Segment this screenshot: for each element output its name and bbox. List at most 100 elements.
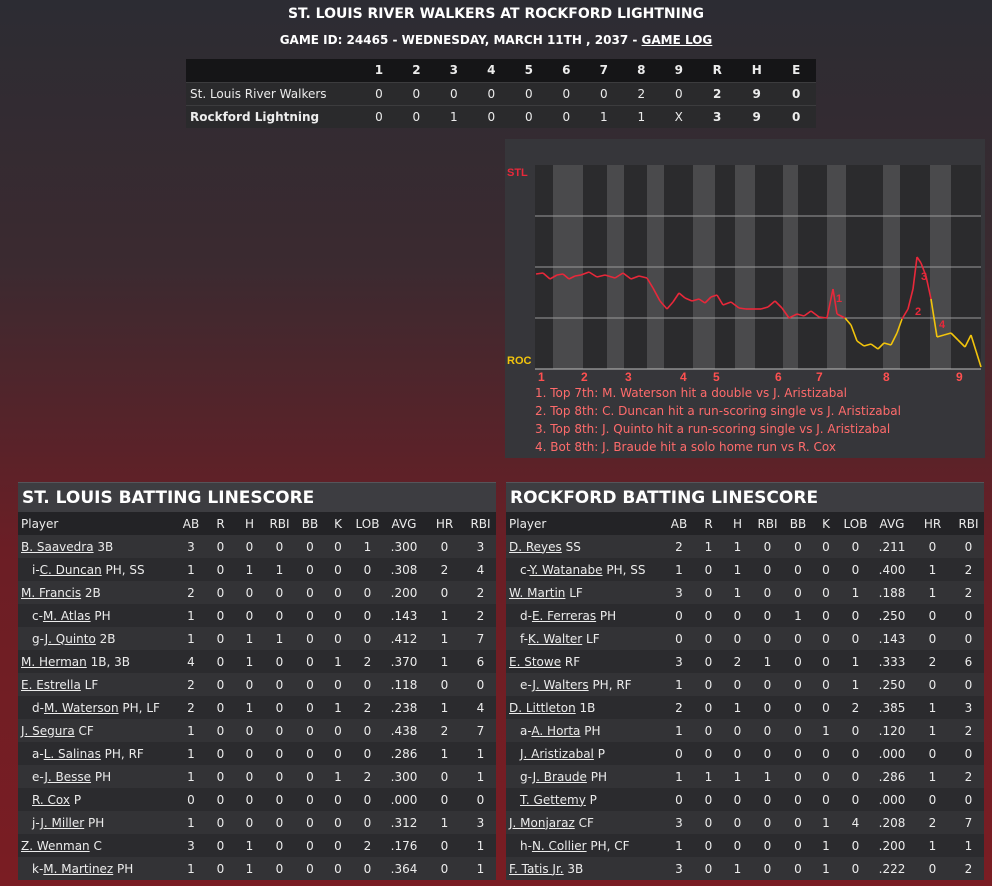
- player-link[interactable]: M. Martinez: [43, 861, 114, 876]
- sub-prefix: g-: [520, 769, 533, 784]
- player-link[interactable]: C. Duncan: [39, 562, 102, 577]
- stat-cell: 1: [912, 696, 953, 719]
- stat-cell: 7: [465, 719, 496, 742]
- stat-cell: 0: [206, 742, 235, 765]
- game-log-link[interactable]: GAME LOG: [641, 33, 713, 47]
- stat-cell: 0: [206, 765, 235, 788]
- player-link[interactable]: L. Salinas: [43, 746, 101, 761]
- player-link[interactable]: Y. Watanabe: [529, 562, 603, 577]
- stat-cell: 2: [424, 558, 465, 581]
- player-link[interactable]: F. Tatis Jr.: [509, 861, 564, 876]
- player-link[interactable]: A. Horta: [531, 723, 581, 738]
- player-cell: k-M. Martinez PH: [18, 857, 176, 880]
- player-link[interactable]: M. Atlas: [42, 608, 91, 623]
- player-link[interactable]: J. Braude: [532, 769, 587, 784]
- player-link[interactable]: D. Littleton: [509, 700, 576, 715]
- stat-cell: 0: [752, 558, 783, 581]
- stat-cell: 3: [465, 811, 496, 834]
- linescore-inning-cell: 0: [487, 109, 496, 124]
- stat-cell: 0: [839, 719, 872, 742]
- linescore-col-header: E: [792, 63, 801, 78]
- linescore-total-cell: 9: [752, 109, 761, 124]
- stat-cell: 0: [694, 857, 723, 880]
- player-link[interactable]: W. Martin: [509, 585, 566, 600]
- batting-row: M. Herman 1B, 3B 4 0 1 0 0 1 2.370 1 6: [18, 650, 496, 673]
- player-link[interactable]: R. Cox: [32, 792, 70, 807]
- stat-cell: 0: [424, 765, 465, 788]
- stat-cell: 1: [723, 535, 752, 558]
- player-link[interactable]: M. Francis: [21, 585, 82, 600]
- player-link[interactable]: D. Reyes: [509, 539, 562, 554]
- batting-row: d-E. Ferreras PH 0 0 0 0 1 0 0.250 0 0: [506, 604, 984, 627]
- stat-cell: 2: [953, 765, 984, 788]
- stat-cell: .412: [384, 627, 424, 650]
- stat-cell: .188: [872, 581, 912, 604]
- stat-cell: 2: [176, 673, 206, 696]
- player-cell: F. Tatis Jr. 3B: [506, 857, 664, 880]
- player-link[interactable]: T. Gettemy: [520, 792, 586, 807]
- player-cell: i-C. Duncan PH, SS: [18, 558, 176, 581]
- player-link[interactable]: E. Estrella: [21, 677, 81, 692]
- win-prob-segment: [730, 301, 740, 309]
- player-link[interactable]: J. Besse: [44, 769, 92, 784]
- stat-cell: 0: [752, 811, 783, 834]
- stat-cell: 0: [752, 857, 783, 880]
- player-position: P: [70, 792, 82, 807]
- player-link[interactable]: J. Quinto: [44, 631, 96, 646]
- player-link[interactable]: E. Ferreras: [531, 608, 597, 623]
- stat-cell: 0: [351, 673, 384, 696]
- player-cell: D. Littleton 1B: [506, 696, 664, 719]
- win-prob-segment: [877, 342, 885, 350]
- player-link[interactable]: B. Saavedra: [21, 539, 94, 554]
- player-link[interactable]: Z. Wenman: [21, 838, 90, 853]
- stat-cell: 2: [351, 834, 384, 857]
- stat-cell: 0: [953, 535, 984, 558]
- stat-cell: 1: [723, 558, 752, 581]
- sub-prefix: c-: [32, 608, 43, 623]
- player-link[interactable]: N. Collier: [531, 838, 587, 853]
- win-prob-segment: [810, 310, 820, 318]
- player-link[interactable]: K. Walter: [527, 631, 583, 646]
- stat-cell: 0: [295, 719, 325, 742]
- batting-col-header: K: [325, 512, 351, 535]
- stat-cell: 1: [424, 742, 465, 765]
- player-link[interactable]: M. Waterson: [43, 700, 119, 715]
- player-link[interactable]: J. Walters: [532, 677, 589, 692]
- player-link[interactable]: J. Miller: [40, 815, 85, 830]
- win-prob-segment: [549, 274, 558, 280]
- stat-cell: 1: [723, 765, 752, 788]
- player-link[interactable]: J. Aristizabal: [520, 746, 594, 761]
- win-prob-segment: [760, 306, 769, 310]
- player-cell: g-J. Quinto 2B: [18, 627, 176, 650]
- linescore-team-name: Rockford Lightning: [190, 109, 320, 124]
- player-position: PH, SS: [101, 562, 145, 577]
- player-position: PH: [90, 608, 111, 623]
- stat-cell: .176: [384, 834, 424, 857]
- win-prob-segment: [588, 271, 598, 278]
- stat-cell: 0: [295, 742, 325, 765]
- player-link[interactable]: M. Herman: [21, 654, 87, 669]
- player-cell: h-N. Collier PH, CF: [506, 834, 664, 857]
- player-position: C: [89, 838, 102, 853]
- player-link[interactable]: J. Monjaraz: [509, 815, 575, 830]
- stat-cell: 0: [206, 696, 235, 719]
- stat-cell: 0: [839, 834, 872, 857]
- stat-cell: 0: [206, 604, 235, 627]
- win-prob-segment: [826, 288, 834, 319]
- win-prob-segment: [870, 343, 879, 350]
- stat-cell: 0: [912, 788, 953, 811]
- stat-cell: 0: [235, 673, 264, 696]
- player-link[interactable]: E. Stowe: [509, 654, 562, 669]
- batting-row: R. Cox P 0 0 0 0 0 0 0.000 0 0: [18, 788, 496, 811]
- stat-cell: .286: [384, 742, 424, 765]
- batting-row: k-M. Martinez PH 1 0 1 0 0 0 0.364 0 1: [18, 857, 496, 880]
- stl-batting-panel: ST. LOUIS BATTING LINESCORE Player AB R H RB…: [18, 482, 496, 880]
- stat-cell: 0: [264, 765, 295, 788]
- win-prob-note: 4. Bot 8th: J. Braude hit a solo home ru…: [535, 440, 836, 454]
- win-prob-segment: [850, 324, 858, 342]
- player-link[interactable]: J. Segura: [21, 723, 75, 738]
- player-position: 2B: [95, 631, 116, 646]
- stat-cell: 0: [813, 673, 839, 696]
- player-position: PH: [84, 815, 105, 830]
- batting-col-header: BB: [295, 512, 325, 535]
